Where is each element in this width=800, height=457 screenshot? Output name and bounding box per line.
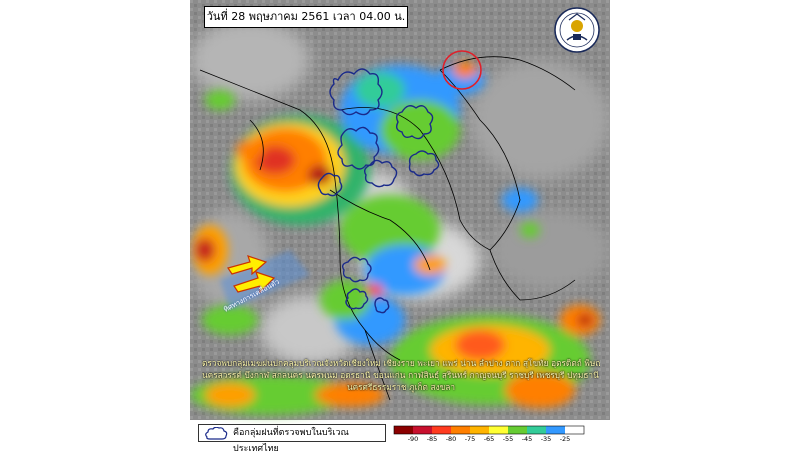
cloud-outline-icon: [205, 427, 228, 440]
rain-cloud-outline: [374, 297, 390, 314]
rain-cloud-outline: [317, 172, 343, 197]
description-line: นครสวรรค์ บึงกาฬ สกลนคร นครพนม อุดรธานี …: [202, 370, 600, 380]
agency-seal-icon: [554, 7, 600, 53]
cloud-legend: คือกลุ่มฝนที่ตรวจพบในบริเวณประเทศไทย: [198, 424, 386, 454]
colorbar-border: [393, 425, 585, 435]
colorbar-tick-label: -55: [503, 435, 514, 442]
colorbar-segment: [527, 426, 547, 434]
description-line: ตรวจพบกลุ่มเมฆฝนปกคลุมบริเวณจังหวัดเชียง…: [202, 358, 600, 368]
convective-cloud-colors: [190, 62, 600, 415]
cloud-legend-label: คือกลุ่มฝนที่ตรวจพบในบริเวณประเทศไทย: [233, 428, 349, 454]
colorbar-segment: [413, 426, 433, 434]
colorbar-tick-label: -75: [465, 435, 476, 442]
colorbar-tick-label: -65: [484, 435, 495, 442]
rain-cloud-outline: [395, 105, 434, 140]
rain-cloud-outlines: [317, 68, 440, 314]
rain-cloud-outline: [408, 150, 440, 177]
highlight-circle: [442, 50, 482, 90]
title-box: วันที่ 28 พฤษภาคม 2561 เวลา 04.00 น.: [204, 6, 408, 28]
colorbar-segment: [565, 426, 585, 434]
colorbar-tick-label: -25: [560, 435, 571, 442]
rain-cloud-outline: [337, 126, 380, 170]
satellite-map: [190, 0, 610, 420]
colorbar-segment: [451, 426, 471, 434]
colorbar-tick-label: -85: [427, 435, 438, 442]
colorbar-segment: [470, 426, 490, 434]
map-title: วันที่ 28 พฤษภาคม 2561 เวลา 04.00 น.: [206, 10, 406, 23]
movement-direction-arrows: [220, 250, 310, 310]
colorbar-segment: [394, 426, 414, 434]
colorbar-segment: [489, 426, 509, 434]
colorbar-tick-label: -45: [522, 435, 533, 442]
colorbar-tick-label: -80: [446, 435, 457, 442]
colorbar-segment: [546, 426, 566, 434]
colorbar-segment: [432, 426, 452, 434]
colorbar-tick-label: -90: [408, 435, 419, 442]
rain-cloud-outline: [363, 159, 398, 188]
rain-cloud-outline: [345, 288, 369, 310]
coastline-borders: [199, 56, 576, 401]
direction-arrow: [233, 271, 276, 294]
description-line: นครศรีธรรมราช ภูเก็ต สงขลา: [346, 382, 456, 392]
rain-description: ตรวจพบกลุ่มเมฆฝนปกคลุมบริเวณจังหวัดเชียง…: [202, 357, 600, 405]
colorbar-segment: [508, 426, 528, 434]
rain-cloud-outline: [329, 68, 383, 116]
colorbar-tick-label: -35: [541, 435, 552, 442]
rain-cloud-outline: [341, 256, 372, 283]
temperature-colorbar: -90 -85 -80 -75 -65 -55 -45 -35 -25: [393, 425, 585, 442]
direction-arrow: [227, 255, 268, 276]
satellite-figure: วันที่ 28 พฤษภาคม 2561 เวลา 04.00 น. ทิศ…: [190, 0, 610, 454]
